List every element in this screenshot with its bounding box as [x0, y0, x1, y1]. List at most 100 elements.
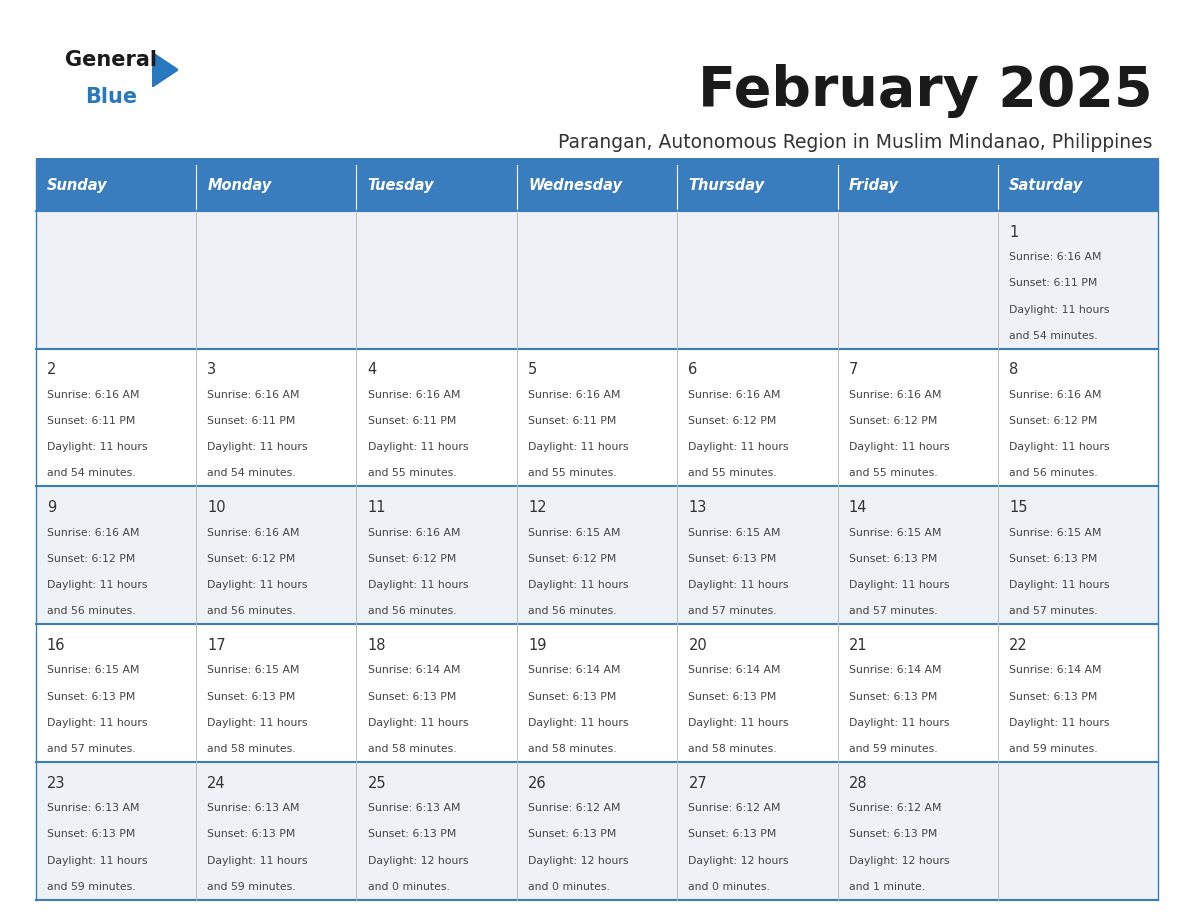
Text: and 1 minute.: and 1 minute. [848, 881, 925, 891]
Text: Sunset: 6:13 PM: Sunset: 6:13 PM [527, 691, 617, 701]
Text: 3: 3 [207, 363, 216, 377]
Text: and 56 minutes.: and 56 minutes. [46, 606, 135, 616]
Text: Sunrise: 6:15 AM: Sunrise: 6:15 AM [46, 666, 139, 676]
Bar [356, 161, 517, 211]
Text: and 58 minutes.: and 58 minutes. [207, 744, 296, 754]
Text: Sunset: 6:13 PM: Sunset: 6:13 PM [367, 829, 456, 839]
Text: and 0 minutes.: and 0 minutes. [688, 881, 770, 891]
Text: and 0 minutes.: and 0 minutes. [367, 881, 449, 891]
Polygon shape [152, 52, 178, 87]
Text: Sunrise: 6:13 AM: Sunrise: 6:13 AM [367, 803, 460, 813]
Text: Sunset: 6:11 PM: Sunset: 6:11 PM [46, 416, 135, 426]
Text: 12: 12 [527, 500, 546, 515]
Text: Daylight: 11 hours: Daylight: 11 hours [1009, 718, 1110, 728]
Text: and 57 minutes.: and 57 minutes. [1009, 606, 1098, 616]
Text: Daylight: 11 hours: Daylight: 11 hours [848, 718, 949, 728]
Text: 6: 6 [688, 363, 697, 377]
Text: Daylight: 11 hours: Daylight: 11 hours [688, 442, 789, 453]
Text: Sunset: 6:13 PM: Sunset: 6:13 PM [688, 829, 777, 839]
Text: and 54 minutes.: and 54 minutes. [46, 468, 135, 478]
Text: Sunrise: 6:16 AM: Sunrise: 6:16 AM [367, 528, 460, 538]
Text: Sunrise: 6:16 AM: Sunrise: 6:16 AM [207, 390, 299, 400]
Text: Daylight: 12 hours: Daylight: 12 hours [527, 856, 628, 866]
Text: Daylight: 11 hours: Daylight: 11 hours [46, 856, 147, 866]
Text: Daylight: 11 hours: Daylight: 11 hours [688, 580, 789, 590]
Text: 5: 5 [527, 363, 537, 377]
Text: Daylight: 12 hours: Daylight: 12 hours [848, 856, 949, 866]
Text: Sunset: 6:12 PM: Sunset: 6:12 PM [688, 416, 777, 426]
Bar [36, 624, 1158, 762]
Text: 8: 8 [1009, 363, 1018, 377]
Text: and 56 minutes.: and 56 minutes. [1009, 468, 1098, 478]
Text: Sunset: 6:12 PM: Sunset: 6:12 PM [46, 554, 135, 564]
Text: Monday: Monday [207, 178, 272, 194]
Bar [838, 161, 998, 211]
Text: Daylight: 11 hours: Daylight: 11 hours [46, 442, 147, 453]
Text: 19: 19 [527, 638, 546, 653]
Text: Daylight: 11 hours: Daylight: 11 hours [848, 442, 949, 453]
Text: Sunset: 6:13 PM: Sunset: 6:13 PM [1009, 554, 1098, 564]
Text: Sunset: 6:13 PM: Sunset: 6:13 PM [207, 691, 296, 701]
Text: Sunrise: 6:15 AM: Sunrise: 6:15 AM [527, 528, 620, 538]
Text: Sunset: 6:11 PM: Sunset: 6:11 PM [207, 416, 296, 426]
Text: 27: 27 [688, 776, 707, 790]
Text: Sunday: Sunday [46, 178, 107, 194]
Text: Sunset: 6:12 PM: Sunset: 6:12 PM [848, 416, 937, 426]
Text: Wednesday: Wednesday [527, 178, 623, 194]
Text: Sunset: 6:11 PM: Sunset: 6:11 PM [527, 416, 617, 426]
Text: Daylight: 12 hours: Daylight: 12 hours [367, 856, 468, 866]
Text: Sunrise: 6:14 AM: Sunrise: 6:14 AM [367, 666, 460, 676]
Text: Daylight: 11 hours: Daylight: 11 hours [527, 442, 628, 453]
Text: Daylight: 11 hours: Daylight: 11 hours [1009, 580, 1110, 590]
Text: 4: 4 [367, 363, 377, 377]
Text: Daylight: 11 hours: Daylight: 11 hours [46, 718, 147, 728]
Text: Sunset: 6:11 PM: Sunset: 6:11 PM [1009, 278, 1098, 288]
Bar [196, 161, 356, 211]
Text: Daylight: 11 hours: Daylight: 11 hours [688, 718, 789, 728]
Text: and 59 minutes.: and 59 minutes. [1009, 744, 1098, 754]
Text: Sunset: 6:12 PM: Sunset: 6:12 PM [367, 554, 456, 564]
Text: Daylight: 11 hours: Daylight: 11 hours [527, 718, 628, 728]
Text: and 58 minutes.: and 58 minutes. [527, 744, 617, 754]
Text: Sunrise: 6:12 AM: Sunrise: 6:12 AM [688, 803, 781, 813]
Text: and 57 minutes.: and 57 minutes. [688, 606, 777, 616]
Text: 2: 2 [46, 363, 56, 377]
Text: 10: 10 [207, 500, 226, 515]
Text: and 57 minutes.: and 57 minutes. [848, 606, 937, 616]
Bar [36, 762, 1158, 900]
Text: Sunrise: 6:14 AM: Sunrise: 6:14 AM [1009, 666, 1101, 676]
Text: 22: 22 [1009, 638, 1028, 653]
Text: Sunset: 6:13 PM: Sunset: 6:13 PM [848, 554, 937, 564]
Text: Sunrise: 6:15 AM: Sunrise: 6:15 AM [688, 528, 781, 538]
Text: Sunset: 6:12 PM: Sunset: 6:12 PM [527, 554, 617, 564]
Text: Sunset: 6:13 PM: Sunset: 6:13 PM [527, 829, 617, 839]
Text: Sunrise: 6:13 AM: Sunrise: 6:13 AM [46, 803, 139, 813]
Text: Sunrise: 6:12 AM: Sunrise: 6:12 AM [527, 803, 620, 813]
Text: and 59 minutes.: and 59 minutes. [46, 881, 135, 891]
Text: Sunset: 6:13 PM: Sunset: 6:13 PM [46, 829, 135, 839]
Text: Sunrise: 6:16 AM: Sunrise: 6:16 AM [848, 390, 941, 400]
Text: 24: 24 [207, 776, 226, 790]
Text: Sunrise: 6:15 AM: Sunrise: 6:15 AM [207, 666, 299, 676]
Text: Daylight: 11 hours: Daylight: 11 hours [367, 442, 468, 453]
Text: Sunrise: 6:13 AM: Sunrise: 6:13 AM [207, 803, 299, 813]
Text: Sunrise: 6:16 AM: Sunrise: 6:16 AM [527, 390, 620, 400]
Text: and 0 minutes.: and 0 minutes. [527, 881, 609, 891]
Text: and 58 minutes.: and 58 minutes. [367, 744, 456, 754]
Text: 13: 13 [688, 500, 707, 515]
Bar [36, 349, 1158, 487]
Text: and 57 minutes.: and 57 minutes. [46, 744, 135, 754]
Text: Sunrise: 6:14 AM: Sunrise: 6:14 AM [688, 666, 781, 676]
Text: Sunrise: 6:16 AM: Sunrise: 6:16 AM [46, 528, 139, 538]
Text: Tuesday: Tuesday [367, 178, 434, 194]
Bar [517, 161, 677, 211]
Text: and 54 minutes.: and 54 minutes. [1009, 330, 1098, 341]
Text: and 59 minutes.: and 59 minutes. [848, 744, 937, 754]
Text: Sunrise: 6:15 AM: Sunrise: 6:15 AM [1009, 528, 1101, 538]
Text: Sunset: 6:12 PM: Sunset: 6:12 PM [1009, 416, 1098, 426]
Text: 18: 18 [367, 638, 386, 653]
Text: Daylight: 11 hours: Daylight: 11 hours [1009, 305, 1110, 315]
Text: General: General [65, 50, 157, 71]
Text: Daylight: 11 hours: Daylight: 11 hours [207, 856, 308, 866]
Text: Sunrise: 6:16 AM: Sunrise: 6:16 AM [688, 390, 781, 400]
